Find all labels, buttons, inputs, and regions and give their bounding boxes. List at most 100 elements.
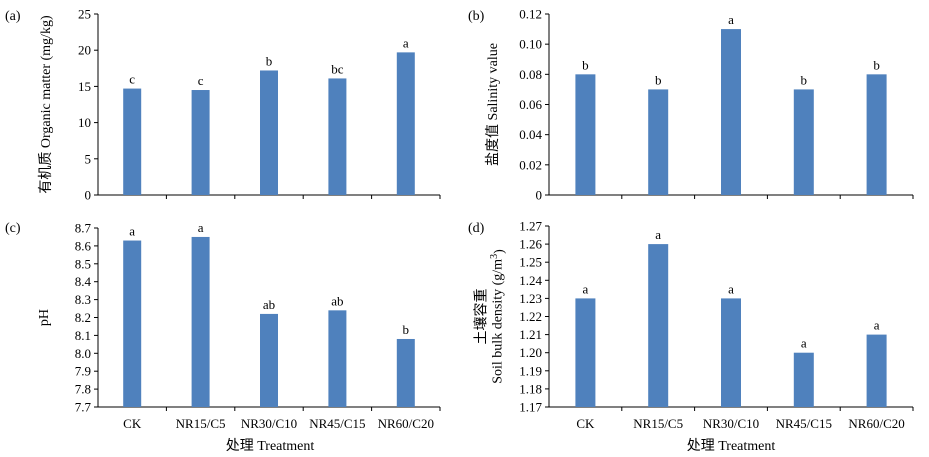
x-tick-label: CK [576,416,595,431]
y-tick-label: 1.24 [519,273,542,288]
x-tick-label: NR30/C10 [241,416,297,431]
significance-label: a [728,12,734,27]
bar-NR30/C10 [260,70,278,195]
bar-NR60/C20 [396,52,415,195]
y-tick-label: 0.10 [519,37,542,52]
panel-label: (a) [5,9,21,24]
significance-label: b [873,57,880,72]
y-tick-label: 10 [78,115,91,130]
bar-NR45/C15 [328,78,347,195]
y-tick-label: 15 [78,79,91,94]
x-tick-label: NR15/C5 [633,416,683,431]
chart-panel-2: 0 0.02 0.04 0.06 0.08 0.10 0.12 b b a b b (b) 盐度值 Sal… [468,7,914,203]
bar-CK [575,74,596,195]
y-tick-label: 1.18 [519,381,542,396]
bar-NR30/C10 [721,29,741,196]
x-axis-label: 处理 Treatment [226,438,315,454]
significance-label: c [129,72,135,87]
panel-label: (d) [468,221,485,236]
significance-label: a [403,35,409,50]
y-tick-label: 1.23 [519,291,542,306]
bar-NR45/C15 [328,310,347,407]
y-tick-label: 7.8 [75,382,91,397]
significance-label: c [198,73,204,88]
y-tick-label: 1.19 [519,363,542,378]
bar-NR15/C5 [191,236,210,407]
bar-NR60/C20 [396,338,415,407]
x-tick-label: NR60/C20 [378,416,434,431]
y-tick-label: 0 [85,188,92,203]
y-axis-label: 有机质 Organic matter (mg/kg) [38,15,54,194]
y-tick-label: 1.25 [519,255,542,270]
chart-panel-1: 0 5 10 15 20 25 c c b bc a (a) 有机质 Organic matter (m… [5,7,441,203]
significance-label: a [129,224,135,239]
y-tick-label: 0.06 [519,97,542,112]
y-axis-label: 土壤容重Soil bulk density (g/m3) [472,249,507,384]
y-tick-label: 0.02 [519,157,542,172]
y-tick-label: 1.21 [519,327,542,342]
y-tick-label: 8.3 [75,292,91,307]
bar-NR15/C5 [191,90,210,195]
y-tick-label: 1.22 [519,309,542,324]
y-tick-label: 1.17 [519,400,542,415]
y-tick-label: 8.5 [75,256,91,271]
x-tick-label: NR45/C15 [776,416,832,431]
chart-panel-4: 1.17 1.18 1.19 1.20 1.21 1.22 1.23 1.24 1.25 1.26… [468,219,914,454]
y-tick-label: 0.12 [519,7,542,22]
x-tick-label: NR30/C10 [703,416,759,431]
bar-CK [123,240,142,407]
y-tick-label: 25 [78,7,91,22]
chart-panel-3: 7.7 7.8 7.9 8.0 8.1 8.2 8.3 8.4 8.5 8.6 8.7 a CK a NR1… [5,220,441,454]
y-tick-label: 1.20 [519,345,542,360]
significance-label: b [655,72,662,87]
significance-label: b [403,322,410,337]
y-tick-label: 8.7 [75,221,92,236]
y-tick-label: 8.4 [75,274,92,289]
panel-label: (c) [5,221,21,236]
significance-label: b [266,53,273,68]
bar-NR30/C10 [721,298,741,407]
y-tick-label: 20 [78,43,91,58]
y-tick-label: 1.27 [519,219,542,234]
x-tick-label: CK [123,416,142,431]
significance-label: b [582,57,589,72]
y-tick-label: 1.26 [519,237,542,252]
x-axis-label: 处理 Treatment [687,438,776,454]
y-tick-label: 8.2 [75,310,91,325]
y-axis-label: 盐度值 Salinity value [485,43,501,166]
significance-label: b [801,72,808,87]
y-tick-label: 8.1 [75,328,91,343]
bar-NR30/C10 [260,313,278,407]
significance-label: a [655,227,661,242]
bar-NR15/C5 [648,244,669,407]
y-tick-label: 8.0 [75,346,91,361]
bar-NR15/C5 [648,89,669,195]
bar-CK [123,88,142,195]
significance-label: a [198,220,204,235]
significance-label: a [874,318,880,333]
significance-label: bc [331,61,344,76]
y-tick-label: 0 [536,188,543,203]
bar-NR60/C20 [866,334,887,407]
bar-NR60/C20 [866,74,887,195]
significance-label: a [583,281,589,296]
bar-CK [575,298,596,407]
y-tick-label: 0.04 [519,127,542,142]
y-axis-label: pH [37,309,52,326]
significance-label: ab [331,293,343,308]
panel-label: (b) [468,9,485,24]
y-tick-label: 8.6 [75,238,92,253]
x-tick-label: NR60/C20 [848,416,904,431]
significance-label: ab [263,297,275,312]
y-tick-label: 5 [85,151,92,166]
y-tick-label: 0.08 [519,67,542,82]
x-tick-label: NR15/C5 [176,416,226,431]
bar-NR45/C15 [793,352,814,407]
significance-label: a [728,281,734,296]
y-tick-label: 7.9 [75,364,91,379]
bar-NR45/C15 [793,89,814,195]
y-tick-label: 7.7 [75,400,92,415]
significance-label: a [801,336,807,351]
x-tick-label: NR45/C15 [309,416,365,431]
